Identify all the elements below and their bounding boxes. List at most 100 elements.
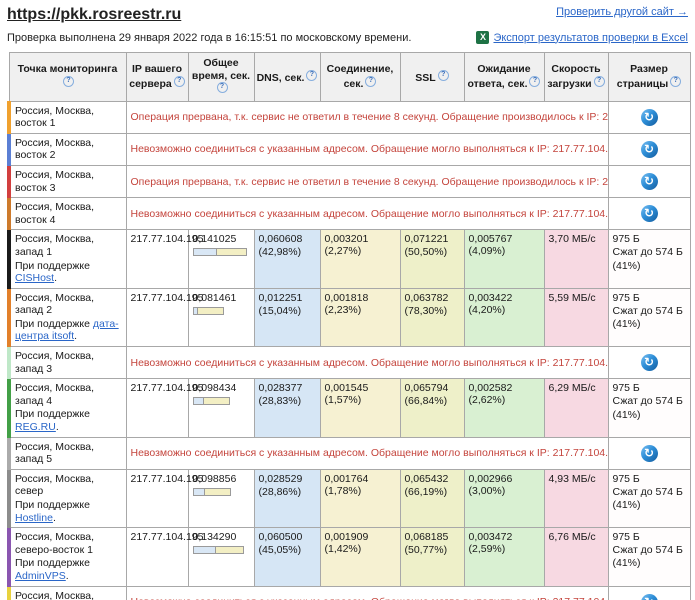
refresh-icon[interactable]: ↻	[640, 593, 658, 600]
monitoring-point-name: Россия, Москва, северо-восток 2	[15, 589, 95, 600]
monitoring-point-cell: Россия, Москва, восток 1	[7, 100, 127, 134]
speed-cell: 6,76 МБ/с	[543, 527, 609, 587]
table-row: Россия, Москва, север При поддержке Hostl…	[7, 468, 691, 529]
page-size-line: (41%)	[612, 259, 641, 272]
time-breakdown-bar	[192, 248, 247, 257]
help-icon[interactable]: ?	[216, 82, 228, 94]
total-time-cell: 0,098434	[187, 378, 255, 438]
bar-dns-segment	[192, 397, 204, 406]
page-size-line: 975 Б	[612, 291, 640, 304]
page-size-line: (41%)	[612, 557, 641, 570]
support-provider-link[interactable]: дата-центра itsoft	[15, 317, 119, 343]
sub-bar: Проверка выполнена 29 января 2022 года в…	[7, 31, 688, 44]
bar-dns-segment	[192, 487, 204, 496]
check-other-site-link[interactable]: Проверить другой сайт →	[556, 6, 688, 18]
help-icon[interactable]: ?	[529, 75, 541, 87]
total-time-value: 0,098434	[192, 382, 237, 395]
page-size-line: Сжат до 574 Б	[612, 246, 683, 259]
table-row: Россия, Москва, северо-восток 2 Невозможн…	[7, 585, 691, 600]
error-message-cell: Невозможно соединиться с указанным адрес…	[125, 197, 609, 231]
monitoring-point-cell: Россия, Москва, северо-восток 2	[7, 585, 127, 600]
dns-percent: (28,83%)	[258, 395, 302, 408]
column-header-1: Точка мониторинга?	[8, 52, 127, 102]
dns-cell: 0,012251 (15,04%)	[253, 287, 321, 348]
total-time-value: 0,081461	[192, 291, 237, 304]
error-message-cell: Невозможно соединиться с указанным адрес…	[125, 346, 609, 380]
table-row: Россия, Москва, запад 5 Невозможно соедин…	[7, 436, 691, 470]
excel-icon: X	[476, 31, 490, 44]
help-icon[interactable]: ?	[593, 75, 605, 87]
help-icon[interactable]: ?	[437, 69, 449, 81]
help-icon[interactable]: ?	[63, 75, 74, 87]
monitoring-point-name: Россия, Москва, запад 1	[15, 233, 95, 258]
support-provider-link[interactable]: Hostline	[15, 511, 53, 524]
recheck-cell: ↻	[607, 164, 691, 199]
dns-cell: 0,060500 (45,05%)	[253, 527, 321, 587]
dns-value: 0,012251	[258, 291, 303, 304]
monitoring-point-cell: Россия, Москва, восток 4	[7, 197, 127, 231]
ip-cell: 217.77.104.195	[125, 229, 204, 289]
speed-cell: 5,59 МБ/с	[543, 287, 609, 348]
speed-cell: 3,70 МБ/с	[543, 229, 609, 289]
connection-cell: 0,003201 (2,27%)	[319, 229, 401, 289]
monitoring-point-name: Россия, Москва, запад 2	[15, 291, 95, 317]
page-size-line: Сжат до 574 Б	[612, 304, 683, 317]
refresh-icon[interactable]: ↻	[640, 444, 658, 462]
help-icon[interactable]: ?	[365, 75, 377, 87]
help-icon[interactable]: ?	[670, 75, 682, 87]
page-size-line: Сжат до 574 Б	[612, 544, 683, 557]
column-header-3: Общее время, сек.?	[187, 52, 255, 102]
export-excel-link[interactable]: Экспорт результатов проверки в Excel	[493, 31, 688, 44]
help-icon[interactable]: ?	[173, 75, 185, 87]
monitoring-point-name: Россия, Москва, восток 1	[15, 104, 95, 130]
ssl-percent: (78,30%)	[404, 304, 448, 317]
ssl-cell: 0,063782 (78,30%)	[399, 287, 465, 348]
page-size-cell: 975 Б Сжат до 574 Б (41%)	[607, 378, 691, 438]
page-size-line: 975 Б	[612, 233, 640, 246]
refresh-icon[interactable]: ↻	[640, 205, 658, 223]
column-header-label: Общее время, сек.	[191, 57, 251, 82]
column-header-5: Соединение, сек.?	[319, 52, 401, 102]
wait-cell: 0,005767 (4,09%)	[463, 229, 545, 289]
speed-cell: 4,93 МБ/с	[543, 468, 609, 529]
refresh-icon[interactable]: ↻	[640, 108, 658, 126]
help-icon[interactable]: ?	[306, 69, 318, 81]
ssl-cell: 0,065794 (66,84%)	[399, 378, 465, 438]
recheck-cell: ↻	[607, 346, 691, 380]
dns-percent: (28,86%)	[258, 485, 302, 498]
page-size-line: 975 Б	[612, 531, 640, 544]
ssl-value: 0,063782	[404, 291, 449, 304]
refresh-icon[interactable]: ↻	[640, 354, 658, 372]
connection-cell: 0,001909 (1,42%)	[319, 527, 401, 587]
column-header-label: IP вашего сервера	[129, 63, 183, 90]
support-line: При поддержке Hostline.	[15, 499, 90, 524]
dns-percent: (42,98%)	[258, 246, 302, 259]
refresh-icon[interactable]: ↻	[640, 173, 658, 191]
time-breakdown-bar	[192, 546, 244, 555]
total-time-value: 0,141025	[192, 233, 237, 246]
recheck-cell: ↻	[607, 100, 691, 134]
error-message-cell: Невозможно соединиться с указанным адрес…	[125, 132, 609, 166]
table-row: Россия, Москва, северо-восток 1 При подде…	[7, 527, 691, 587]
page-size-line: 975 Б	[612, 472, 640, 485]
support-provider-link[interactable]: AdminVPS	[15, 569, 66, 582]
column-header-label: Точка мониторинга	[17, 63, 118, 76]
page-size-line: 975 Б	[612, 382, 640, 395]
checked-site-link[interactable]: https://pkk.rosreestr.ru	[7, 6, 182, 23]
support-line: При поддержке REG.RU.	[15, 408, 90, 434]
top-bar: https://pkk.rosreestr.ru Проверить друго…	[7, 6, 688, 24]
refresh-icon[interactable]: ↻	[640, 140, 658, 158]
bar-rest-segment	[197, 306, 224, 315]
ssl-cell: 0,065432 (66,19%)	[399, 468, 465, 529]
recheck-cell: ↻	[607, 197, 691, 231]
connection-cell: 0,001818 (2,23%)	[319, 287, 401, 348]
wait-cell: 0,002582 (2,62%)	[463, 378, 545, 438]
monitoring-point-name: Россия, Москва, север	[15, 472, 95, 498]
support-provider-link[interactable]: REG.RU	[15, 421, 56, 434]
support-provider-link[interactable]: CISHost	[15, 272, 55, 285]
wait-cell: 0,003472 (2,59%)	[463, 527, 545, 587]
total-time-cell: 0,141025	[187, 229, 255, 289]
ssl-cell: 0,068185 (50,77%)	[399, 527, 465, 587]
ssl-value: 0,071221	[404, 233, 449, 246]
